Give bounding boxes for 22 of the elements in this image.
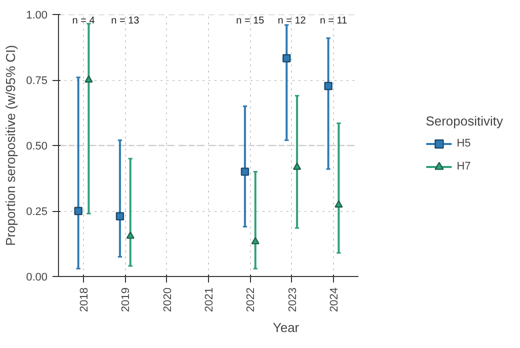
x-axis-title: Year bbox=[272, 320, 300, 335]
y-tick-label: 0.25 bbox=[26, 206, 48, 218]
legend-title: Seropositivity bbox=[426, 114, 503, 128]
y-tick-label: 1.00 bbox=[26, 10, 48, 22]
annotation: n = 12 bbox=[278, 16, 306, 26]
annotation: n = 11 bbox=[320, 16, 348, 26]
x-tick-label: 2020 bbox=[162, 287, 174, 312]
y-tick-label: 0.50 bbox=[26, 140, 48, 152]
annotation: n = 13 bbox=[111, 16, 140, 26]
y-tick-label: 0.75 bbox=[26, 75, 48, 87]
legend-label: H7 bbox=[456, 160, 472, 172]
x-tick-label: 2021 bbox=[204, 287, 216, 312]
annotation: n = 15 bbox=[236, 16, 265, 26]
y-axis-title: Proportion seropositive (w/95% CI) bbox=[3, 45, 18, 246]
x-tick-label: 2022 bbox=[245, 287, 258, 312]
legend-label: H5 bbox=[456, 138, 472, 150]
y-tick-label: 0.00 bbox=[26, 272, 48, 284]
x-tick-label: 2018 bbox=[78, 287, 90, 312]
x-tick-label: 2019 bbox=[120, 287, 132, 312]
annotation: n = 4 bbox=[72, 16, 96, 26]
x-tick-label: 2023 bbox=[286, 287, 299, 312]
x-tick-label: 2024 bbox=[328, 287, 340, 312]
